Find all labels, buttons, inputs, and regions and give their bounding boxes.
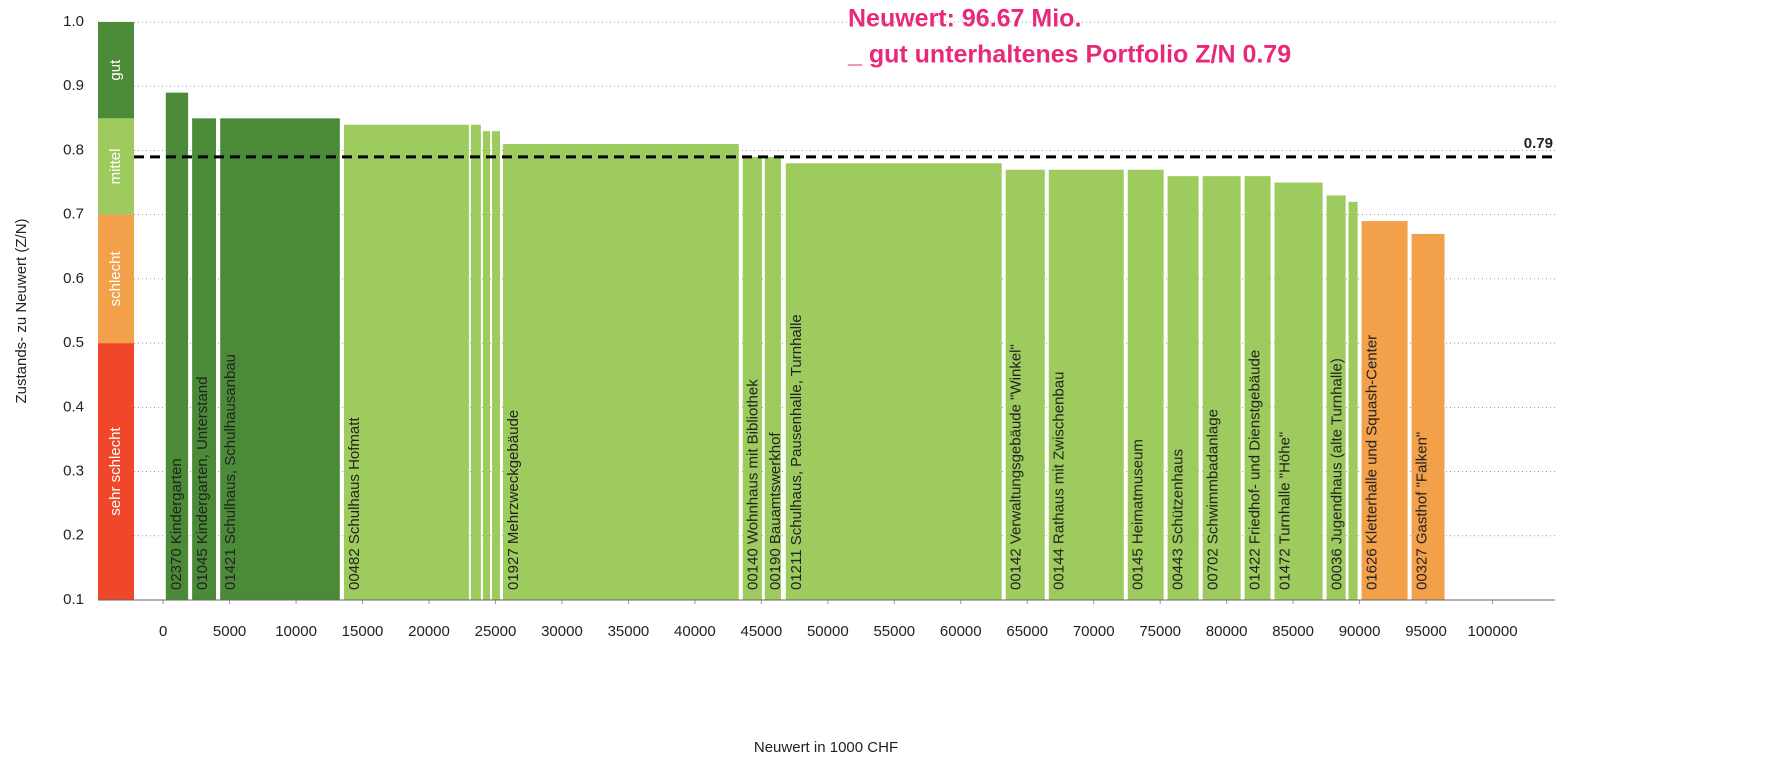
y-tick-label: 0.5 bbox=[63, 334, 84, 351]
bar bbox=[1326, 195, 1346, 600]
x-tick-label: 55000 bbox=[873, 623, 915, 640]
bar-label: 01421 Schulhaus, Schulhausanbau bbox=[222, 354, 239, 590]
y-tick-label: 0.4 bbox=[63, 398, 84, 415]
band-label: gut bbox=[107, 59, 124, 81]
bar bbox=[343, 124, 469, 600]
bar-label: 00482 Schulhaus Hofmatt bbox=[346, 417, 363, 590]
bar-label: 00702 Schwimmbadanlage bbox=[1205, 409, 1222, 590]
y-tick-label: 0.1 bbox=[63, 591, 84, 608]
bar bbox=[1167, 176, 1199, 600]
bar-label: 01422 Friedhof- und Dienstgebäude bbox=[1247, 350, 1264, 590]
bar-label: 00443 Schützenhaus bbox=[1170, 449, 1187, 590]
x-tick-label: 60000 bbox=[940, 623, 982, 640]
band-label: schlecht bbox=[107, 251, 124, 307]
bar bbox=[1127, 169, 1164, 600]
x-tick-label: 85000 bbox=[1272, 623, 1314, 640]
x-tick-label: 65000 bbox=[1006, 623, 1048, 640]
x-tick-label: 75000 bbox=[1139, 623, 1181, 640]
bar-label: 01211 Schulhaus, Pausenhalle, Turnhalle bbox=[788, 314, 805, 590]
y-tick-label: 0.3 bbox=[63, 463, 84, 480]
y-axis-label: Zustands- zu Neuwert (Z/N) bbox=[13, 218, 30, 403]
bar bbox=[1411, 233, 1445, 600]
bar bbox=[1274, 182, 1323, 601]
bar bbox=[165, 92, 189, 601]
bar bbox=[764, 156, 781, 600]
x-tick-label: 30000 bbox=[541, 623, 583, 640]
annotation: Neuwert: 96.67 Mio. bbox=[848, 5, 1081, 33]
bar bbox=[192, 118, 217, 600]
band bbox=[98, 22, 134, 119]
band-label: mittel bbox=[107, 149, 124, 185]
bar bbox=[470, 124, 481, 600]
bar bbox=[1244, 176, 1271, 600]
x-tick-label: 25000 bbox=[475, 623, 517, 640]
bar-label: 00036 Jugendhaus (alte Turnhalle) bbox=[1329, 358, 1346, 590]
x-tick-label: 40000 bbox=[674, 623, 716, 640]
bar-label: 01045 Kindergarten, Unterstand bbox=[194, 377, 211, 590]
bar bbox=[502, 144, 739, 600]
bar bbox=[785, 163, 1002, 601]
bar-label: 00144 Rathaus mit Zwischenbau bbox=[1051, 372, 1068, 590]
bar bbox=[1361, 221, 1408, 601]
bar-label: 01626 Kletterhalle und Squash-Center bbox=[1364, 335, 1381, 590]
x-tick-label: 50000 bbox=[807, 623, 849, 640]
bar-label: 00327 Gasthof "Falken" bbox=[1414, 432, 1431, 590]
annotation: _ gut unterhaltenes Portfolio Z/N 0.79 bbox=[847, 41, 1291, 69]
bar bbox=[492, 131, 501, 600]
band bbox=[98, 214, 134, 344]
bar bbox=[482, 131, 491, 600]
bar bbox=[1348, 201, 1358, 601]
bar bbox=[1005, 169, 1045, 600]
x-tick-label: 15000 bbox=[342, 623, 384, 640]
y-tick-label: 0.2 bbox=[63, 527, 84, 544]
y-tick-label: 0.6 bbox=[63, 270, 84, 287]
bar-label: 01472 Turnhalle "Höhe" bbox=[1276, 432, 1293, 590]
bar bbox=[1202, 176, 1241, 600]
x-axis-label: Neuwert in 1000 CHF bbox=[754, 739, 898, 756]
bar-label: 01927 Mehrzweckgebäude bbox=[505, 410, 522, 590]
bar-label: 00190 Bauamtswerkhof bbox=[767, 432, 784, 590]
y-tick-label: 0.9 bbox=[63, 77, 84, 94]
band bbox=[98, 343, 134, 600]
x-tick-label: 45000 bbox=[741, 623, 783, 640]
y-tick-label: 0.7 bbox=[63, 206, 84, 223]
bar-label: 00140 Wohnhaus mit Bibliothek bbox=[745, 379, 762, 590]
x-tick-label: 35000 bbox=[608, 623, 650, 640]
x-tick-label: 20000 bbox=[408, 623, 450, 640]
x-tick-label: 95000 bbox=[1405, 623, 1447, 640]
x-tick-label: 0 bbox=[159, 623, 167, 640]
bar-label: 02370 Kindergarten bbox=[168, 458, 185, 590]
bar bbox=[1048, 169, 1124, 600]
band-label: sehr schlecht bbox=[107, 427, 124, 516]
bar-label: 00145 Heimatmuseum bbox=[1130, 439, 1147, 590]
bar bbox=[742, 156, 762, 600]
x-tick-label: 5000 bbox=[213, 623, 246, 640]
reference-label: 0.79 bbox=[1524, 135, 1553, 152]
bar bbox=[220, 118, 340, 600]
x-tick-label: 70000 bbox=[1073, 623, 1115, 640]
x-tick-label: 100000 bbox=[1467, 623, 1517, 640]
band bbox=[98, 118, 134, 215]
x-tick-label: 10000 bbox=[275, 623, 317, 640]
bar-label: 00142 Verwaltungsgebäude "Winkel" bbox=[1008, 344, 1025, 590]
y-tick-label: 0.8 bbox=[63, 141, 84, 158]
x-tick-label: 90000 bbox=[1339, 623, 1381, 640]
x-tick-label: 80000 bbox=[1206, 623, 1248, 640]
y-tick-label: 1.0 bbox=[63, 13, 84, 30]
